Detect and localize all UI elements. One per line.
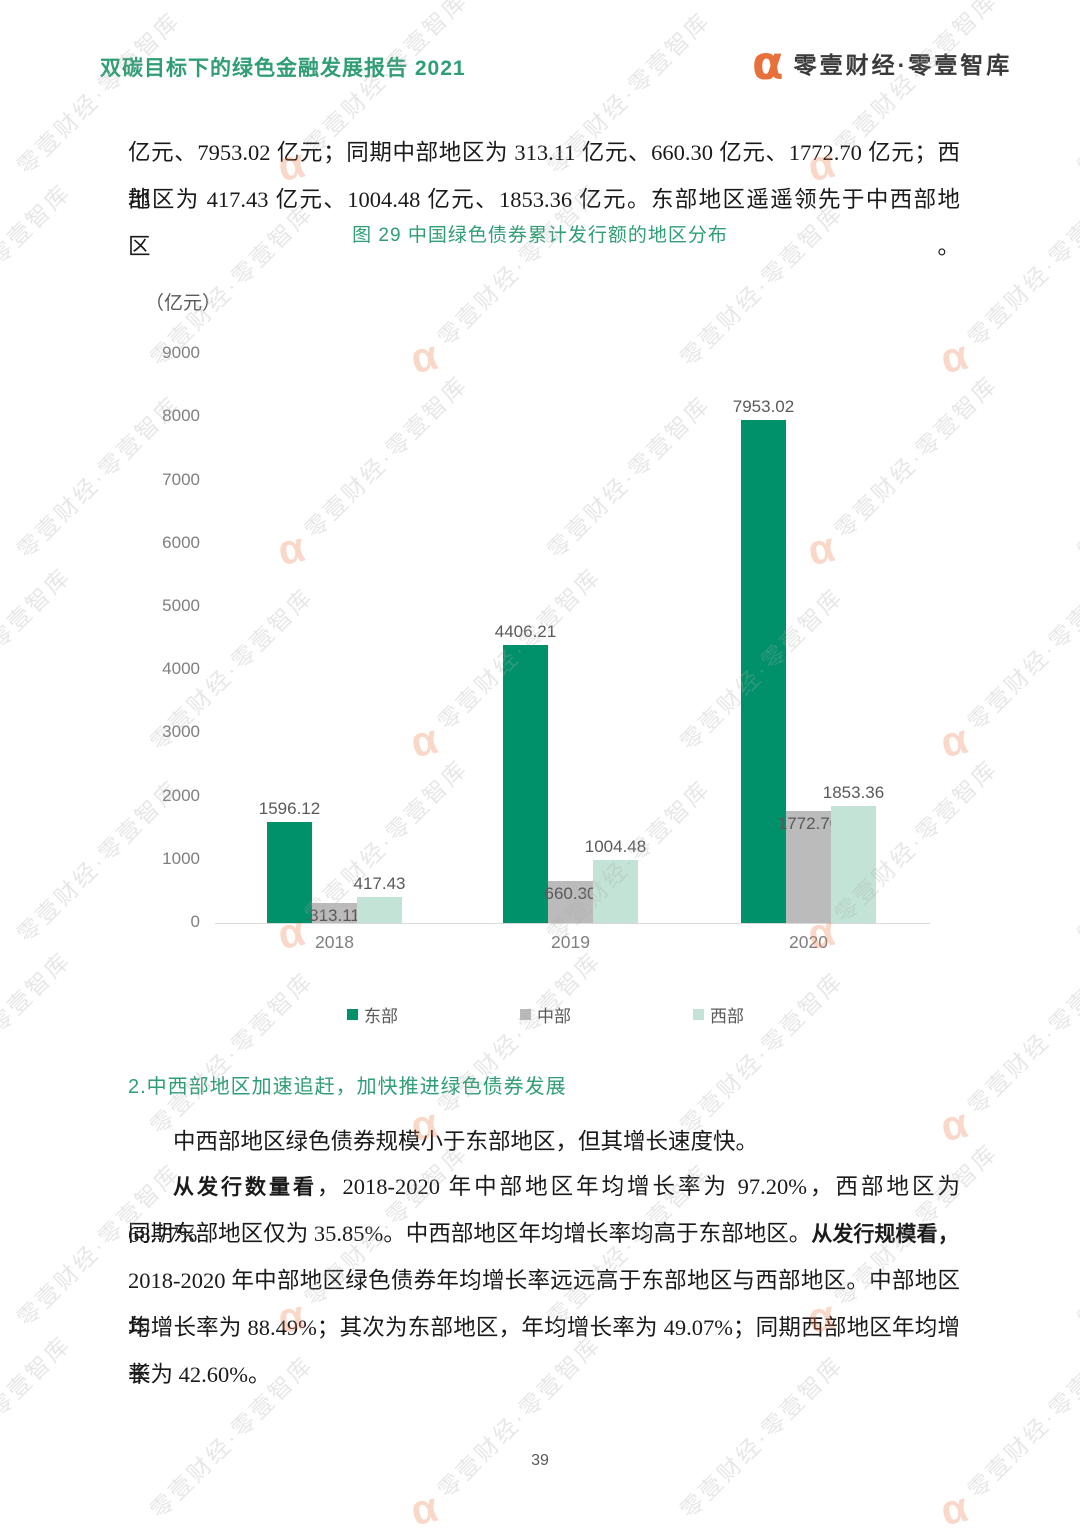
y-axis-tick: 5000: [162, 596, 200, 615]
legend-item-中部: 中部: [520, 1002, 571, 1027]
intro-line: 地区为 417.43 亿元、1004.48 亿元、1853.36 亿元。东部地区…: [128, 187, 960, 259]
report-title: 双碳目标下的绿色金融发展报告 2021: [100, 57, 466, 80]
body-line: 从发行数量看，2018-2020 年中部地区年均增长率为 97.20%，西部地区…: [128, 1174, 960, 1247]
bar-中部-2020: [786, 810, 831, 923]
value-label: 417.43: [353, 873, 406, 893]
value-label: 4406.21: [494, 621, 557, 641]
y-axis-tick: 8000: [162, 406, 200, 426]
body-line: 同期东部地区仅为 35.85%。中西部地区年均增长率均高于东部地区。从发行规模看…: [128, 1221, 960, 1246]
watermark-text: 零壹财经·零壹智库: [962, 946, 1080, 1120]
legend-swatch-icon: [520, 1009, 531, 1020]
section-heading: 2.中西部地区加速追赶，加快推进绿色债券发展: [128, 1076, 567, 1098]
brand-lockup: α 零壹财经·零壹智库: [752, 40, 1012, 86]
y-axis-tick: 2000: [162, 785, 200, 805]
y-axis-tick: 4000: [162, 659, 200, 679]
watermark-text: 零壹财经·零壹智库: [1072, 774, 1080, 948]
page-number: 39: [531, 1452, 549, 1469]
intro-line: 亿元、7953.02 亿元；同期中部地区为 313.11 亿元、660.30 亿…: [128, 140, 960, 212]
bar-西部-2020: [831, 805, 876, 923]
legend-item-东部: 东部: [347, 1002, 398, 1027]
bar-西部-2019: [593, 859, 638, 923]
bar-中部-2018: [312, 903, 357, 923]
watermark-text: 零壹财经·零壹智库: [962, 562, 1080, 736]
value-label: 7953.02: [732, 397, 795, 417]
watermark-alpha-icon: α: [936, 1482, 972, 1528]
watermark-text: 零壹财经·零壹智库: [0, 1330, 76, 1504]
watermark-text: 零壹财经·零壹智库: [0, 562, 76, 736]
legend-label: 中部: [537, 1007, 571, 1026]
watermark-text: 零壹财经·零壹智库: [0, 946, 76, 1120]
watermark-item: 零壹财经·零壹智库: [1068, 2, 1080, 181]
watermark-alpha-icon: α: [406, 1482, 442, 1528]
legend-swatch-icon: [693, 1009, 704, 1020]
body-line: 2018-2020 年中部地区绿色债券年均增长率远远高于东部地区与西部地区。中部…: [128, 1268, 960, 1340]
watermark-text: 零壹财经·零壹智库: [825, 1518, 1004, 1528]
watermark-text: 零壹财经·零壹智库: [1072, 1158, 1080, 1332]
value-label: 313.11: [309, 906, 360, 926]
watermark-item: 零壹财经·零壹智库: [1068, 1154, 1080, 1333]
y-axis-tick: 1000: [162, 848, 200, 868]
y-axis-unit-label: （亿元）: [145, 293, 222, 314]
y-axis-tick: 9000: [162, 343, 200, 363]
y-axis-tick: 0: [190, 912, 200, 931]
value-label: 1853.36: [822, 782, 885, 802]
legend: 东部 中部 西部: [140, 1002, 950, 1026]
bar-东部-2020: [741, 420, 786, 923]
figure-title: 图 29 中国绿色债券累计发行额的地区分布: [352, 225, 728, 246]
value-label: 1004.48: [584, 836, 647, 856]
x-axis-label: 2020: [789, 932, 828, 952]
intro-paragraph: 亿元、7953.02 亿元；同期中部地区为 313.11 亿元、660.30 亿…: [128, 129, 960, 259]
y-axis-tick: 6000: [162, 532, 200, 552]
watermark-text: 零壹财经·零壹智库: [962, 1330, 1080, 1504]
value-label: 1772.70: [777, 813, 840, 833]
watermark-item: 零壹财经·零壹智库: [1068, 386, 1080, 565]
body-line: 均增长率为 88.49%；其次为东部地区，年均增长率为 49.07%；同期西部地…: [128, 1315, 960, 1387]
body-line: 率为 42.60%。: [128, 1362, 271, 1387]
legend-label: 西部: [710, 1007, 744, 1026]
bar-东部-2018: [267, 822, 312, 923]
watermark-text: 零壹财经·零壹智库: [962, 178, 1080, 352]
bar-西部-2018: [357, 896, 402, 923]
alpha-logo-icon: α: [752, 36, 784, 90]
watermark-text: 零壹财经·零壹智库: [0, 178, 76, 352]
section-paragraph: 从发行数量看，2018-2020 年中部地区年均增长率为 97.20%，西部地区…: [128, 1163, 960, 1398]
bar-中部-2019: [548, 881, 593, 923]
x-axis-label: 2019: [551, 932, 590, 952]
x-axis-line: [215, 923, 930, 924]
section-lead: 中西部地区绿色债券规模小于东部地区，但其增长速度快。: [173, 1129, 759, 1154]
y-axis-tick: 7000: [162, 469, 200, 489]
watermark-item: 零壹财经·零壹智库: [1068, 770, 1080, 949]
value-label: 1596.12: [258, 799, 321, 819]
legend-item-西部: 西部: [693, 1002, 744, 1027]
value-label: 660.30: [544, 884, 597, 904]
x-axis-label: 2018: [315, 932, 354, 952]
watermark-text: 零壹财经·零壹智库: [295, 1518, 474, 1528]
watermark-text: 零壹财经·零壹智库: [1072, 390, 1080, 564]
legend-label: 东部: [364, 1007, 398, 1026]
brand-name: 零壹财经·零壹智库: [793, 52, 1013, 78]
bar-chart: （亿元） 0 1000 2000 3000 4000 5000 6000 7000 8000 90…: [140, 280, 950, 1070]
legend-swatch-icon: [347, 1009, 358, 1020]
bar-东部-2019: [503, 644, 548, 923]
watermark-text: 零壹财经·零壹智库: [1072, 6, 1080, 180]
y-axis-tick: 3000: [162, 722, 200, 742]
